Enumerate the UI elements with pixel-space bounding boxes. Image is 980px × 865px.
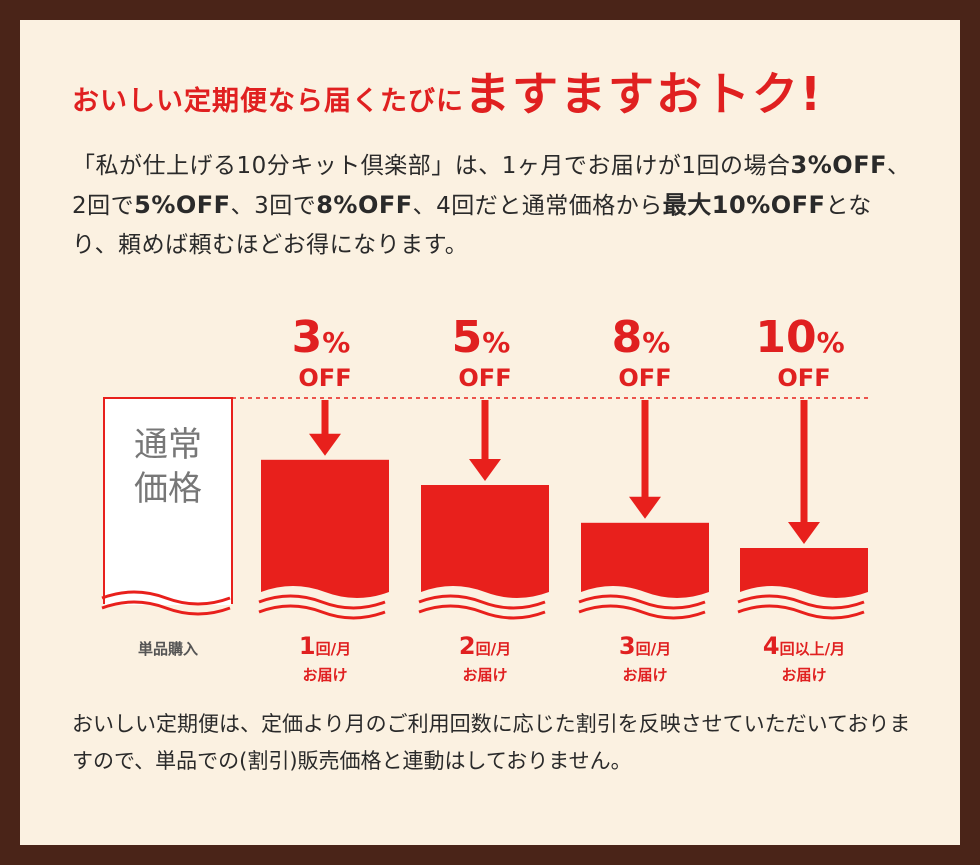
discount-arrow-head	[309, 433, 341, 456]
bar-wave-2	[737, 604, 865, 620]
bar-wave-2	[258, 604, 386, 620]
intro-bold-2: 5%OFF	[134, 191, 231, 219]
bar	[261, 459, 389, 604]
intro-bold-1: 3%OFF	[790, 151, 887, 179]
normal-price-wave-2	[101, 600, 231, 616]
footnote: おいしい定期便は、定価より月のご利用回数に応じた割引を反映させていただいておりま…	[72, 712, 911, 773]
headline: おいしい定期便なら届くたびにますますおトク!	[72, 58, 823, 124]
bar	[421, 485, 549, 604]
intro-part-3: 、3回で	[230, 193, 317, 219]
discount-off-label: OFF	[458, 364, 511, 392]
bar-cut	[740, 586, 868, 634]
category-sublabel: お届け	[302, 666, 347, 684]
discount-arrow-head	[788, 522, 820, 544]
normal-price-fill	[105, 399, 231, 605]
bar-wave-1	[737, 594, 865, 610]
normal-price-label-line2: 価格	[134, 469, 202, 509]
intro-part-5: となり、頼めば頼むほどお得になります。	[72, 193, 872, 258]
category-label: 3回/月	[619, 632, 671, 660]
intro-text: 「私が仕上げる10分キット倶楽部」は、1ヶ月でお届けが1回の場合3%OFF、2回…	[72, 146, 912, 265]
intro-part-2: 、2回で	[72, 153, 911, 219]
headline-emphasis: ますますおトク!	[464, 67, 823, 121]
category-sublabel: お届け	[462, 666, 507, 684]
discount-arrow-head	[629, 496, 661, 519]
category-sublabel: お届け	[781, 666, 826, 684]
normal-price-wave-1	[101, 590, 231, 606]
bar-wave-2	[578, 604, 706, 620]
bar-cut	[421, 586, 549, 634]
bar-cut	[581, 586, 709, 634]
normal-price-label-line1: 通常	[134, 425, 202, 465]
bar-wave-1	[578, 594, 706, 610]
discount-percent-label: 3%	[292, 312, 351, 363]
discount-percent-label: 5%	[452, 312, 511, 363]
discount-arrow-head	[469, 459, 501, 481]
discount-off-label: OFF	[618, 364, 671, 392]
discount-off-label: OFF	[298, 364, 351, 392]
bar-wave-1	[258, 594, 386, 610]
intro-bold-3: 8%OFF	[316, 191, 413, 219]
bar-cut	[261, 586, 389, 634]
intro-bold-4: 最大10%OFF	[662, 191, 826, 219]
category-label-single-purchase: 単品購入	[138, 640, 198, 658]
discount-off-label: OFF	[777, 364, 830, 392]
category-label: 1回/月	[299, 632, 351, 660]
headline-lead: おいしい定期便なら届くたびに	[72, 86, 464, 117]
category-label: 2回/月	[459, 632, 511, 660]
category-sublabel: お届け	[622, 666, 667, 684]
bar-wave-1	[418, 594, 546, 610]
intro-part-4: 、4回だと通常価格から	[412, 193, 663, 219]
discount-percent-label: 8%	[612, 312, 671, 363]
discount-percent-label: 10%	[755, 312, 844, 363]
intro-part-1: 「私が仕上げる10分キット倶楽部」は、1ヶ月でお届けが1回の場合	[72, 153, 791, 179]
category-label: 4回以上/月	[763, 632, 845, 660]
bar-wave-2	[418, 604, 546, 620]
